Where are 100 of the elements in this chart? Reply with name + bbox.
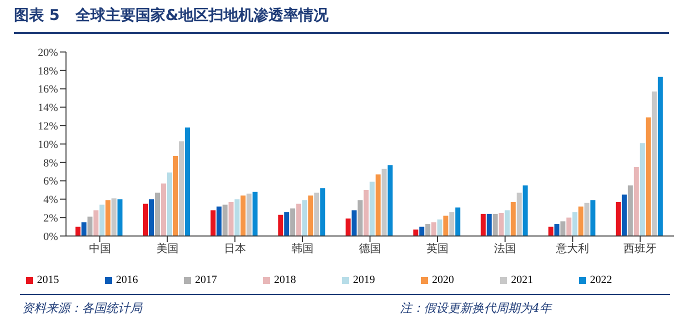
legend-label: 2022: [590, 274, 612, 286]
bar: [640, 143, 645, 236]
bar: [522, 185, 528, 236]
x-tick-label: 法国: [494, 242, 516, 255]
bar: [240, 196, 246, 236]
bar: [210, 210, 216, 236]
bar: [486, 214, 492, 236]
bar: [296, 204, 302, 236]
bar: [504, 210, 510, 236]
bar: [111, 198, 116, 236]
bar: [173, 156, 178, 236]
bar: [455, 207, 460, 236]
legend-label: 2020: [432, 274, 454, 286]
bar: [81, 222, 86, 236]
legend-label: 2018: [274, 274, 296, 286]
bar: [516, 192, 522, 236]
bar: [87, 216, 92, 236]
bar: [93, 210, 98, 236]
x-tick-label: 日本: [224, 242, 246, 255]
bar: [622, 194, 627, 236]
bar: [308, 196, 314, 236]
bar: [105, 200, 110, 236]
bar: [314, 192, 320, 236]
bar: [278, 214, 284, 236]
bar: [584, 202, 590, 236]
x-tick-label: 西班牙: [624, 242, 657, 255]
bar: [284, 212, 290, 236]
y-tick-label: 6%: [43, 176, 58, 188]
bar: [252, 192, 258, 236]
y-tick-label: 16%: [38, 84, 58, 96]
bar: [216, 206, 222, 236]
bar: [346, 218, 351, 236]
bar: [246, 194, 252, 236]
bar: [99, 204, 104, 236]
bar: [167, 172, 172, 236]
bar: [352, 210, 357, 236]
text: 资料来源：各国统计局: [22, 300, 142, 317]
bar: [498, 213, 504, 236]
x-tick-label: 英国: [426, 242, 449, 255]
bar: [179, 141, 184, 236]
bar: [320, 188, 326, 236]
bar: [510, 202, 516, 236]
bar: [437, 219, 442, 236]
legend-label: 2016: [116, 274, 138, 286]
bar: [376, 174, 381, 236]
bar: [560, 221, 566, 236]
bar: [646, 117, 651, 236]
x-tick-label: 德国: [359, 242, 381, 255]
bar: [161, 184, 166, 236]
bar: [572, 212, 578, 236]
bar: [566, 218, 572, 236]
legend-label: 2017: [195, 274, 217, 286]
bar: [364, 190, 369, 236]
text: 注：假设更新换代周期为4年: [400, 300, 552, 317]
legend-label: 2019: [353, 274, 375, 286]
legend-label: 2021: [511, 274, 533, 286]
bar: [117, 199, 122, 236]
bar: [480, 214, 486, 236]
bar: [590, 200, 596, 236]
bar: [413, 230, 418, 236]
bar: [431, 222, 436, 236]
bar: [388, 165, 393, 236]
x-tick-label: 韩国: [291, 242, 314, 255]
bar: [370, 182, 375, 236]
bar: [658, 76, 663, 236]
y-tick-label: 18%: [38, 65, 58, 78]
bar: [155, 192, 160, 236]
bar: [554, 224, 560, 236]
y-tick-label: 0%: [43, 230, 58, 243]
x-tick-label: 中国: [88, 242, 111, 255]
bar: [578, 206, 584, 236]
bar: [548, 226, 554, 236]
y-tick-label: 8%: [43, 157, 58, 170]
bar: [382, 168, 387, 236]
bar: [425, 224, 430, 236]
bar: [652, 92, 657, 236]
bar: [143, 204, 148, 236]
x-tick-label: 美国: [156, 242, 178, 255]
x-tick-label: 意大利: [555, 242, 590, 255]
bar: [492, 214, 498, 236]
y-tick-label: 20%: [38, 46, 58, 59]
y-tick-label: 10%: [38, 138, 58, 151]
bar: [75, 226, 80, 236]
bar: [234, 199, 240, 236]
bar: [449, 212, 454, 236]
y-tick-label: 2%: [43, 212, 58, 225]
bar: [634, 167, 639, 236]
bar: [616, 202, 621, 236]
y-tick-label: 4%: [43, 194, 58, 206]
bar: [185, 127, 190, 236]
bar: [302, 200, 308, 236]
y-tick-label: 14%: [38, 102, 58, 114]
chart-title: 图表 5 全球主要国家&地区扫地机渗透率情况: [14, 6, 328, 25]
legend-label: 2015: [37, 274, 59, 286]
y-tick-label: 12%: [38, 120, 58, 133]
bar: [290, 208, 296, 236]
bar: [628, 185, 633, 236]
bar: [358, 200, 363, 236]
bar: [228, 202, 234, 236]
bar: [222, 204, 228, 236]
